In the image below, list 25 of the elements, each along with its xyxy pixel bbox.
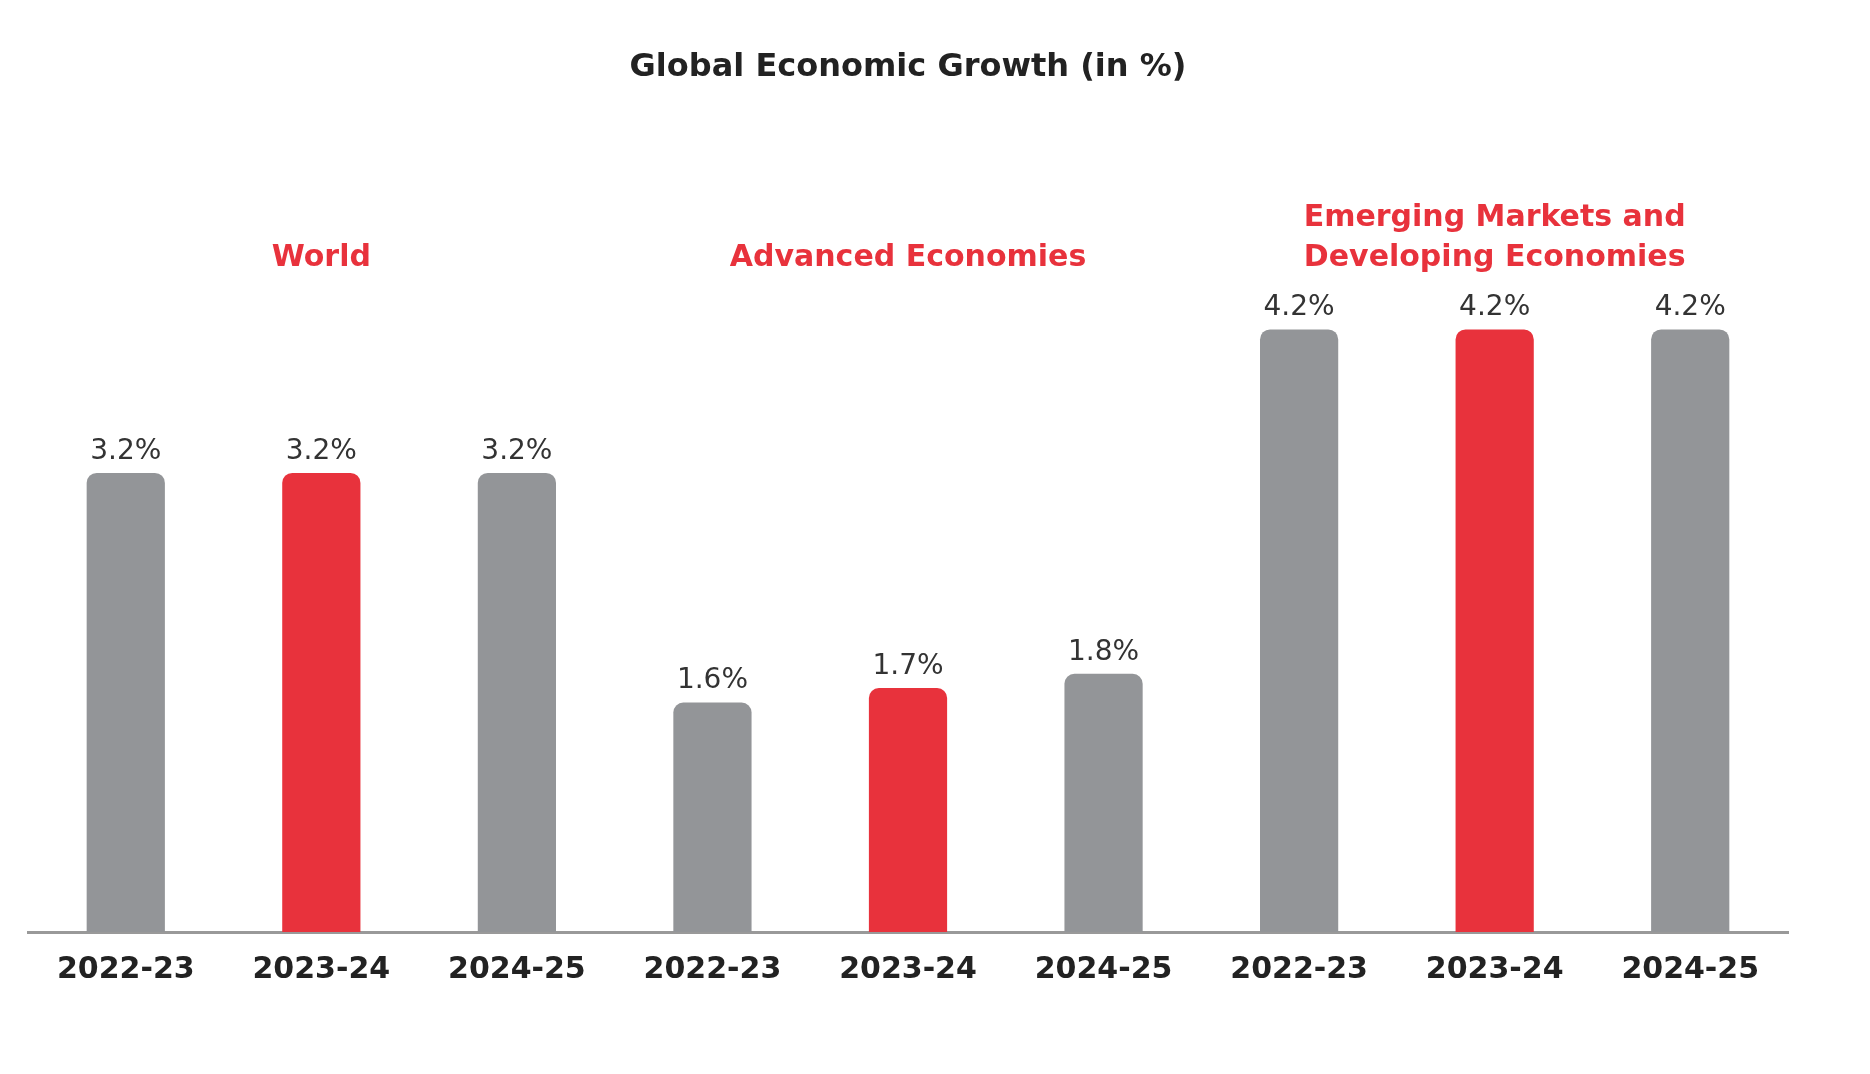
x-tick-label: 2023-24 [1425, 949, 1564, 985]
data-label: 3.2% [90, 432, 162, 466]
x-tick-label: 2022-23 [1230, 949, 1368, 985]
x-tick-label: 2024-25 [1034, 949, 1173, 985]
text: Advanced Economies [729, 238, 1087, 274]
data-label: 1.8% [1067, 633, 1140, 667]
data-label: 4.2% [1263, 289, 1335, 323]
bar [1455, 329, 1534, 932]
data-label: 1.7% [872, 648, 944, 682]
bar [282, 472, 361, 932]
x-tick-label: 2024-25 [448, 949, 586, 985]
data-label: 3.2% [285, 432, 357, 466]
data-label: 4.2% [1459, 289, 1531, 323]
x-tick-label: 2022-23 [643, 949, 782, 985]
x-tick-label: 2022-23 [56, 949, 195, 985]
text: World [271, 238, 371, 274]
data-label: 3.2% [481, 432, 553, 466]
chart-title: Global Economic Growth (in %) [629, 45, 1187, 84]
data-label: 4.2% [1654, 289, 1726, 323]
x-tick-label: 2023-24 [252, 949, 391, 985]
x-tick-label: 2023-24 [839, 949, 977, 985]
data-label: 1.6% [676, 662, 749, 696]
bar [868, 688, 948, 932]
text: Emerging Markets and Developing Economies [1303, 198, 1686, 274]
x-tick-label: 2024-25 [1621, 949, 1760, 985]
